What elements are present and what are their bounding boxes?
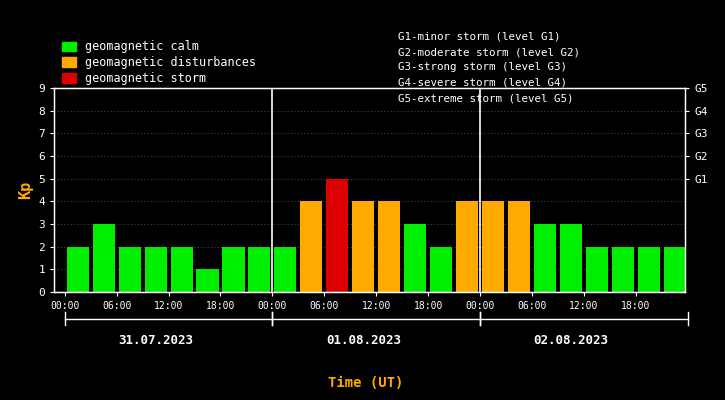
Text: 01.08.2023: 01.08.2023: [326, 334, 401, 347]
Bar: [93, 224, 115, 292]
Bar: [560, 224, 582, 292]
Bar: [223, 247, 244, 292]
Text: G2-moderate storm (level G2): G2-moderate storm (level G2): [398, 47, 580, 57]
Bar: [196, 269, 218, 292]
Text: 02.08.2023: 02.08.2023: [534, 334, 608, 347]
Y-axis label: Kp: Kp: [18, 181, 33, 199]
Text: Time (UT): Time (UT): [328, 376, 404, 390]
Bar: [508, 201, 530, 292]
Bar: [638, 247, 660, 292]
Bar: [300, 201, 323, 292]
Legend: geomagnetic calm, geomagnetic disturbances, geomagnetic storm: geomagnetic calm, geomagnetic disturbanc…: [57, 36, 261, 90]
Bar: [249, 247, 270, 292]
Bar: [170, 247, 193, 292]
Text: G5-extreme storm (level G5): G5-extreme storm (level G5): [398, 93, 573, 103]
Bar: [430, 247, 452, 292]
Bar: [378, 201, 400, 292]
Bar: [612, 247, 634, 292]
Bar: [586, 247, 608, 292]
Bar: [274, 247, 297, 292]
Bar: [404, 224, 426, 292]
Bar: [352, 201, 374, 292]
Bar: [482, 201, 504, 292]
Text: 31.07.2023: 31.07.2023: [118, 334, 193, 347]
Bar: [144, 247, 167, 292]
Bar: [67, 247, 88, 292]
Bar: [326, 179, 348, 292]
Text: G4-severe storm (level G4): G4-severe storm (level G4): [398, 78, 567, 88]
Bar: [119, 247, 141, 292]
Bar: [663, 247, 686, 292]
Text: G1-minor storm (level G1): G1-minor storm (level G1): [398, 32, 560, 42]
Text: G3-strong storm (level G3): G3-strong storm (level G3): [398, 62, 567, 72]
Bar: [456, 201, 478, 292]
Bar: [534, 224, 556, 292]
